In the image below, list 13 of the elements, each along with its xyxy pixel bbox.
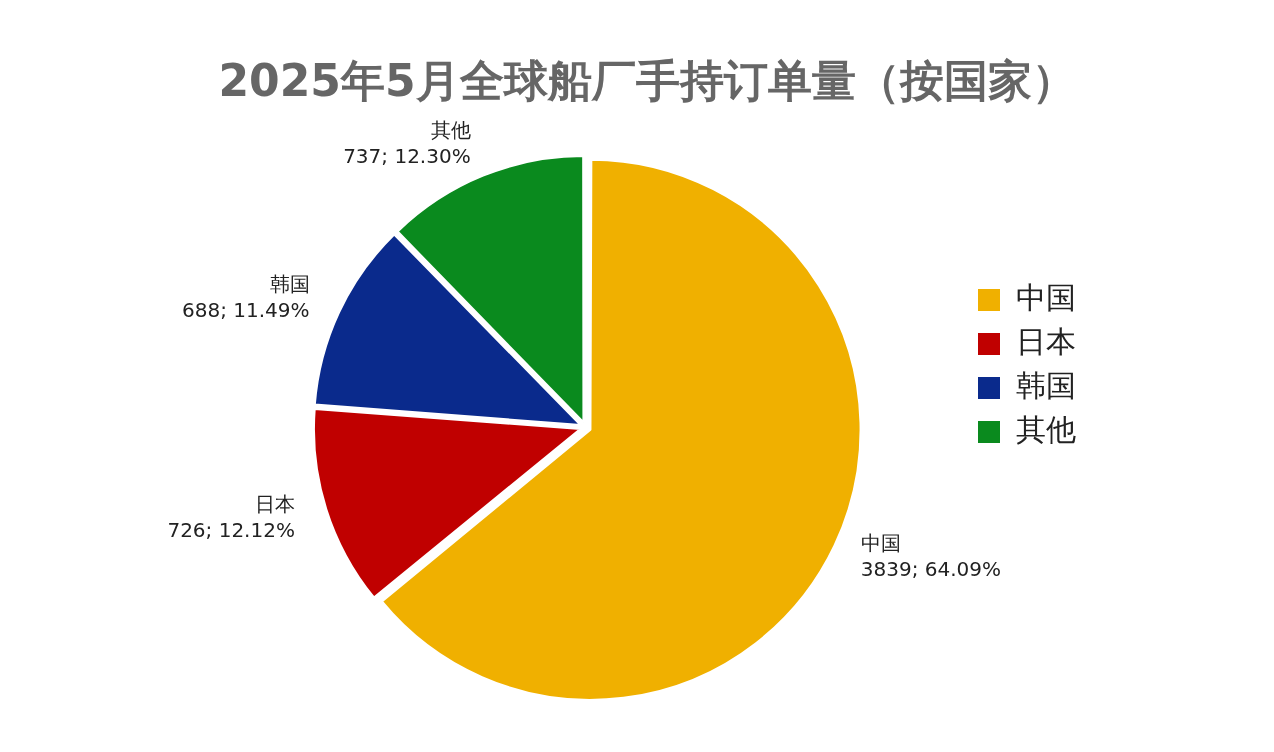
- slice-label: 中国: [860, 531, 901, 556]
- chart-title: 2025年5月全球船厂手持订单量（按国家）: [218, 54, 1076, 106]
- legend-label: 韩国: [1016, 367, 1076, 403]
- slice-label: 韩国: [269, 271, 310, 296]
- slice-label: 其他: [430, 118, 471, 143]
- slice-label: 日本: [254, 491, 295, 516]
- legend-label: 中国: [1016, 279, 1076, 315]
- data-label: 3839; 64.09%: [860, 557, 1002, 582]
- data-label: 737; 12.30%: [343, 144, 471, 169]
- data-label: 688; 11.49%: [181, 297, 310, 322]
- legend-label: 日本: [1016, 323, 1076, 359]
- legend-label: 其他: [1016, 411, 1076, 447]
- data-label: 726; 12.12%: [167, 517, 295, 542]
